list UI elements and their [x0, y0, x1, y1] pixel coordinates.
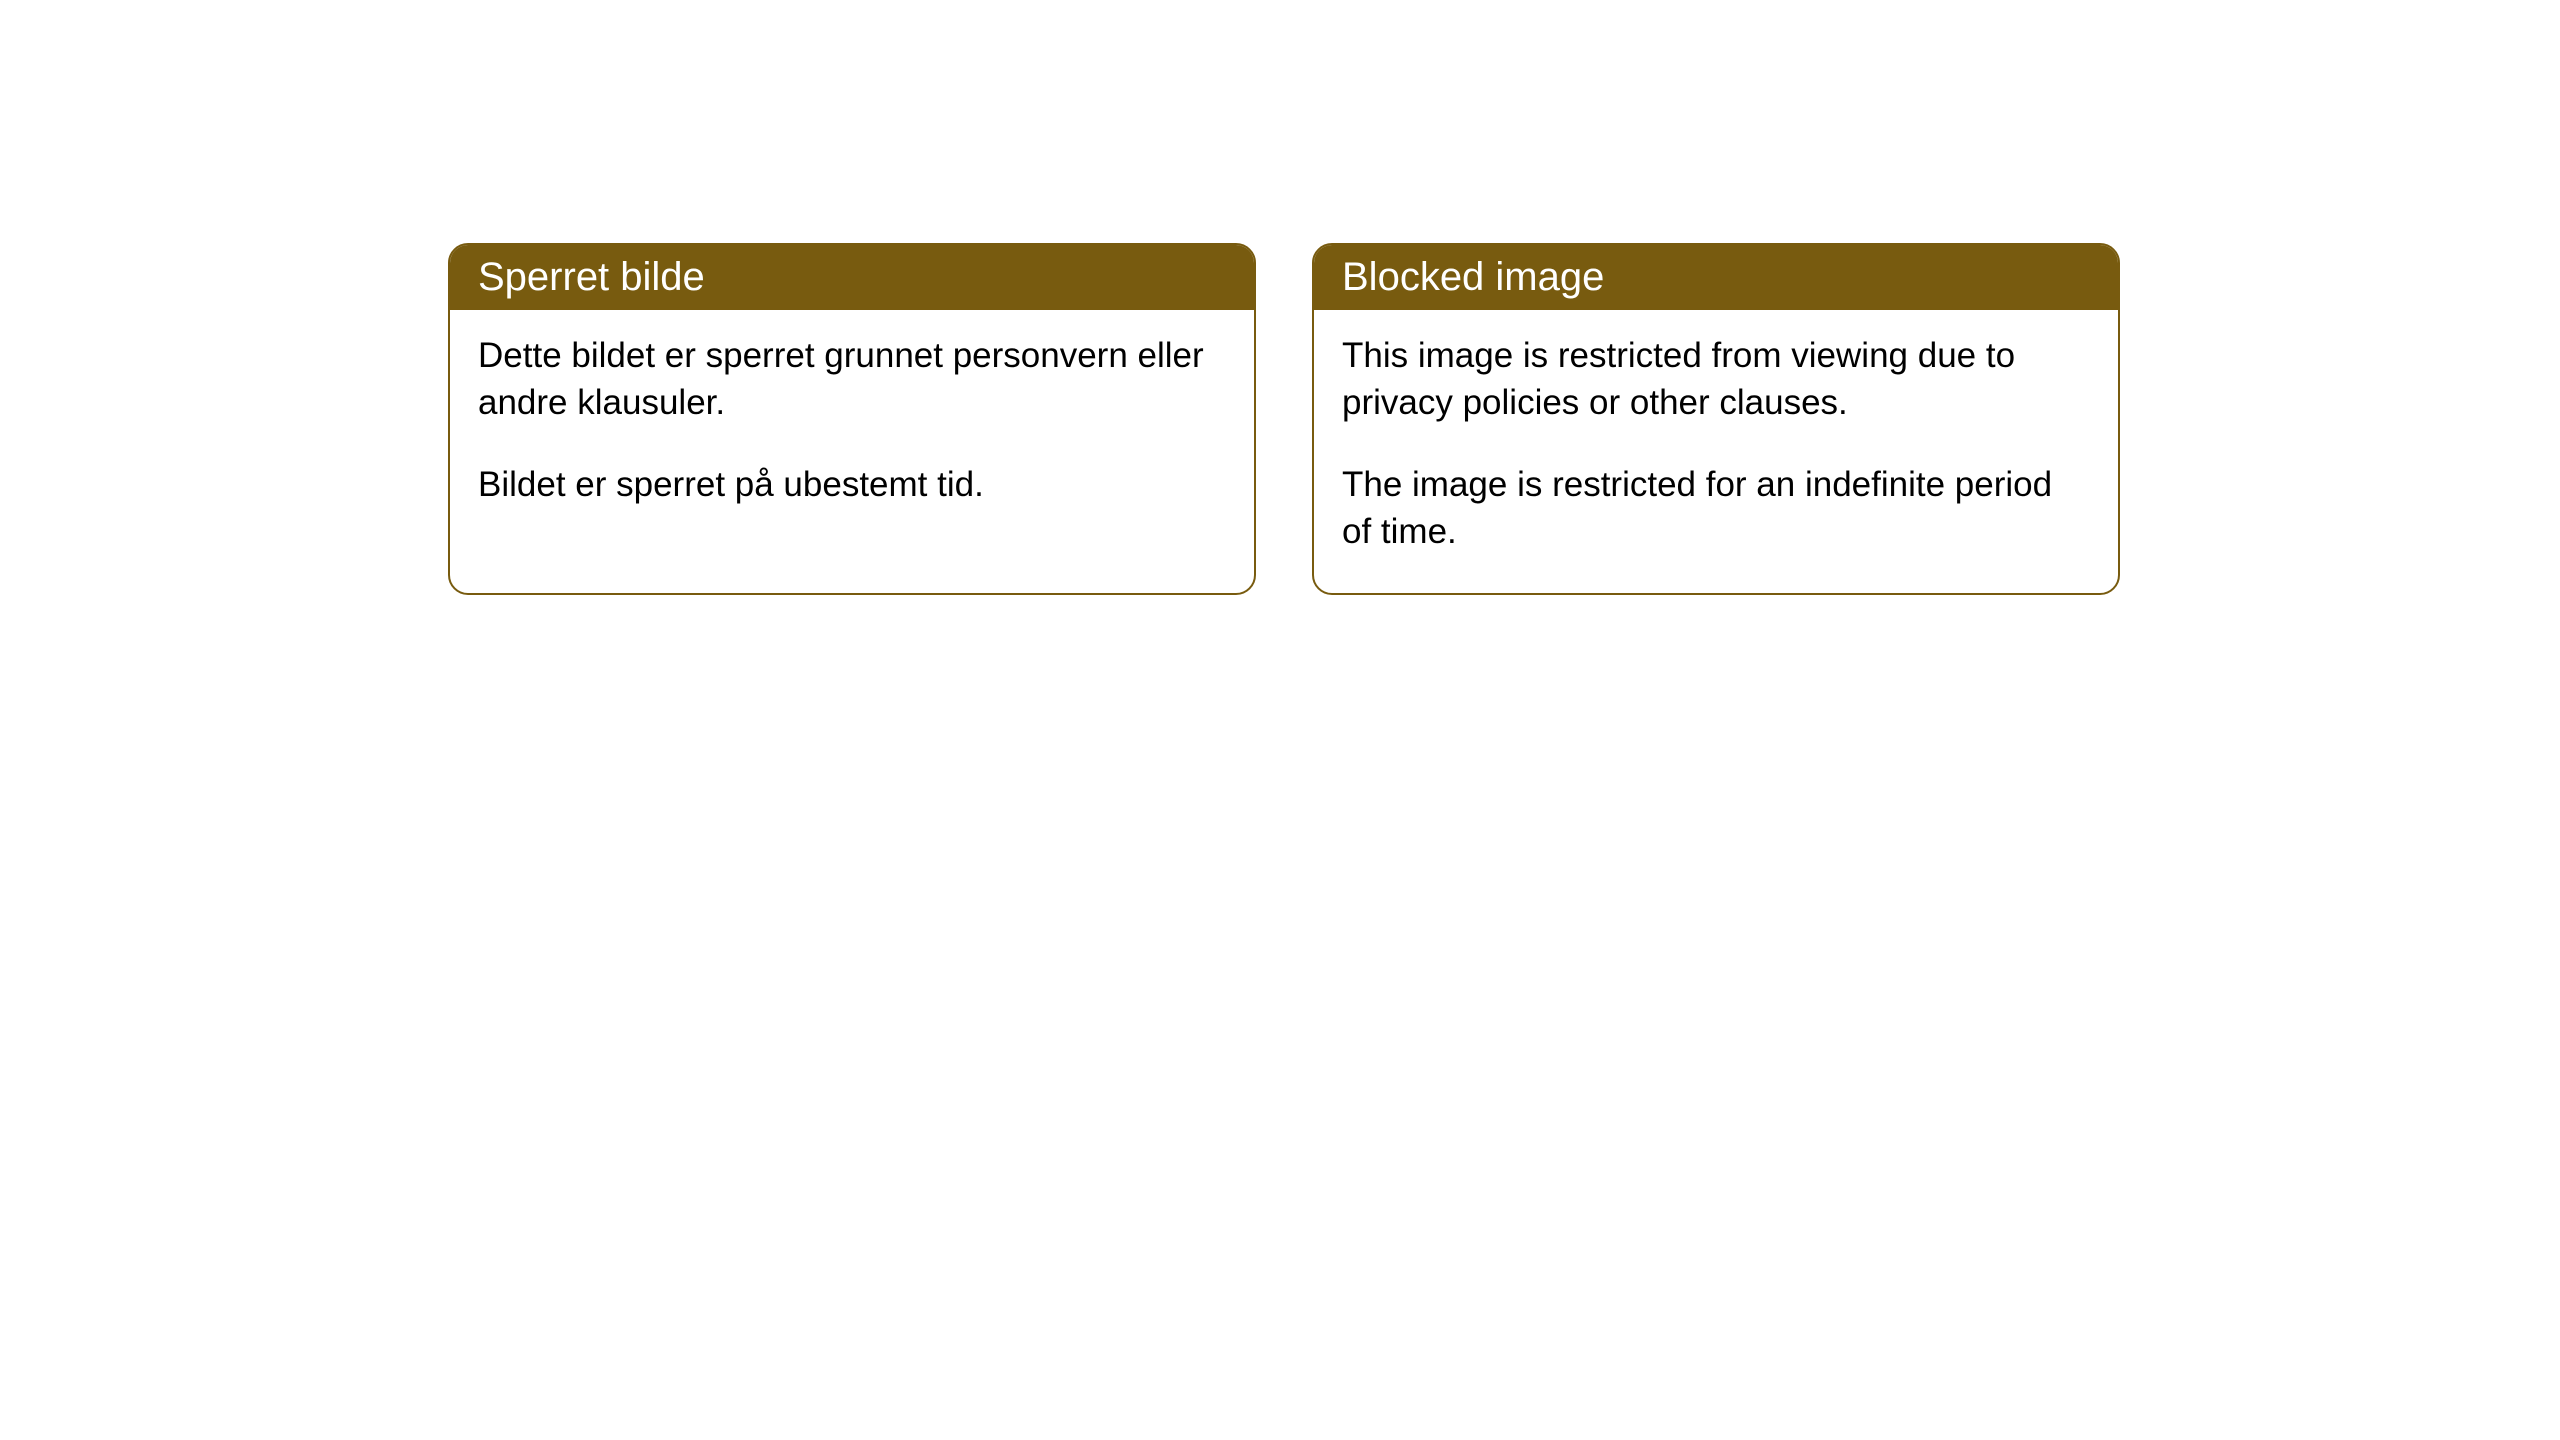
- card-paragraph: Dette bildet er sperret grunnet personve…: [478, 332, 1226, 427]
- card-header: Sperret bilde: [450, 245, 1254, 310]
- notice-cards-container: Sperret bilde Dette bildet er sperret gr…: [448, 243, 2120, 595]
- card-title: Blocked image: [1342, 255, 1604, 299]
- card-header: Blocked image: [1314, 245, 2118, 310]
- card-paragraph: This image is restricted from viewing du…: [1342, 332, 2090, 427]
- notice-card-english: Blocked image This image is restricted f…: [1312, 243, 2120, 595]
- card-paragraph: The image is restricted for an indefinit…: [1342, 461, 2090, 556]
- card-body: Dette bildet er sperret grunnet personve…: [450, 310, 1254, 546]
- card-body: This image is restricted from viewing du…: [1314, 310, 2118, 593]
- notice-card-norwegian: Sperret bilde Dette bildet er sperret gr…: [448, 243, 1256, 595]
- card-title: Sperret bilde: [478, 255, 705, 299]
- card-paragraph: Bildet er sperret på ubestemt tid.: [478, 461, 1226, 508]
